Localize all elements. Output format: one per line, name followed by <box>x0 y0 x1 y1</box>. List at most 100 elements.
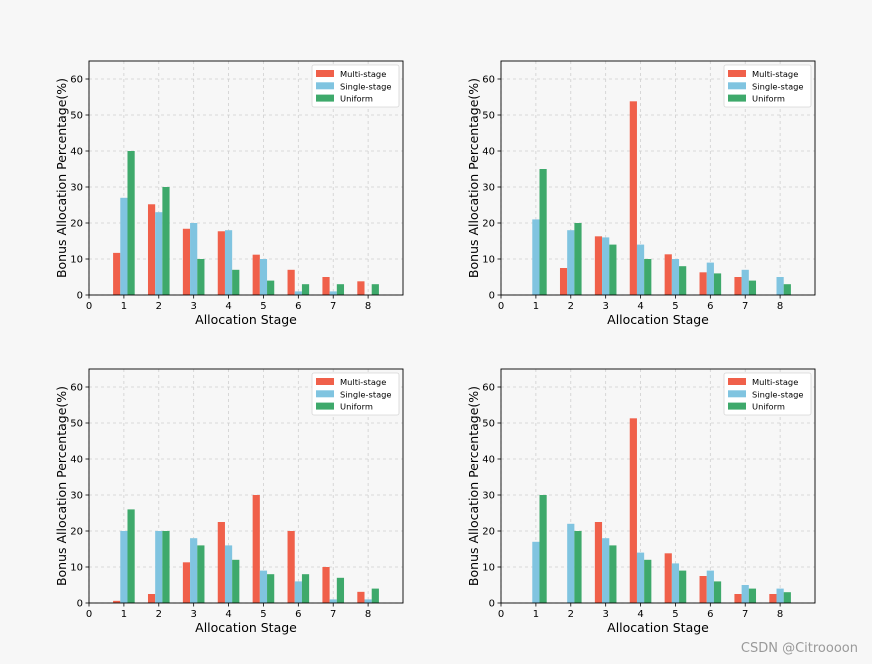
bar-single-stage-7 <box>329 291 337 295</box>
x-axis-label: Allocation Stage <box>607 312 709 327</box>
y-tick-label: 60 <box>70 75 83 86</box>
x-tick-label: 0 <box>498 609 504 620</box>
bar-multi-stage-5 <box>252 495 260 603</box>
bar-single-stage-5 <box>259 570 268 603</box>
bar-single-stage-8 <box>776 277 784 295</box>
chart-panel-3: 0 1 2 3 4 5 6 7 8 0 10 20 30 40 50 60 Allocation Stage Bo… <box>54 368 404 635</box>
x-tick-label: 7 <box>330 609 336 620</box>
legend-swatch-single-stage <box>728 390 746 398</box>
bar-uniform-3 <box>609 244 617 295</box>
bar-multi-stage-5 <box>664 254 672 295</box>
bar-uniform-2 <box>574 223 582 295</box>
x-axis-label: Allocation Stage <box>195 312 297 327</box>
bar-uniform-3 <box>609 545 617 603</box>
bar-multi-stage-4 <box>629 418 637 603</box>
bar-single-stage-1 <box>120 531 128 603</box>
bar-multi-stage-7 <box>322 277 330 295</box>
bar-single-stage-4 <box>636 244 645 295</box>
bar-single-stage-5 <box>671 563 680 603</box>
bar-single-stage-7 <box>741 585 749 603</box>
bar-uniform-4 <box>232 269 240 295</box>
y-tick-label: 10 <box>482 255 495 266</box>
bar-uniform-5 <box>267 280 275 295</box>
bar-single-stage-1 <box>532 541 540 603</box>
legend-label-multi-stage: Multi-stage <box>752 377 798 387</box>
y-tick-label: 20 <box>482 527 495 538</box>
legend-label-single-stage: Single-stage <box>340 81 392 91</box>
x-tick-label: 6 <box>707 609 713 620</box>
legend-label-multi-stage: Multi-stage <box>340 377 386 387</box>
legend-swatch-single-stage <box>316 82 334 90</box>
y-tick-label: 50 <box>70 111 83 122</box>
legend-swatch-uniform <box>728 402 746 410</box>
y-tick-label: 50 <box>482 419 495 430</box>
y-tick-label: 20 <box>70 527 83 538</box>
bar-multi-stage-8 <box>357 591 365 603</box>
axes-frame <box>88 368 404 604</box>
bar-uniform-8 <box>783 284 791 295</box>
bar-multi-stage-2 <box>559 268 568 295</box>
x-tick-label: 1 <box>533 609 539 620</box>
legend-label-uniform: Uniform <box>340 402 373 412</box>
legend-label-single-stage: Single-stage <box>340 389 392 399</box>
bar-multi-stage-1 <box>113 600 121 603</box>
chart-panel-1: 0 1 2 3 4 5 6 7 8 0 10 20 30 40 50 60 Allocation Stage Bo… <box>54 60 404 327</box>
legend-label-multi-stage: Multi-stage <box>340 69 386 79</box>
y-tick-label: 50 <box>70 419 83 430</box>
legend-swatch-single-stage <box>728 82 746 90</box>
bar-multi-stage-1 <box>113 252 121 295</box>
bar-single-stage-6 <box>294 581 302 603</box>
bar-multi-stage-2 <box>147 594 156 603</box>
x-tick-label: 8 <box>777 609 783 620</box>
bar-uniform-8 <box>783 592 791 603</box>
bar-uniform-7 <box>748 280 757 295</box>
x-tick-label: 5 <box>672 301 678 312</box>
bar-uniform-2 <box>162 187 170 295</box>
x-tick-label: 3 <box>190 301 196 312</box>
y-axis-label: Bonus Allocation Percentage(%) <box>54 386 69 586</box>
y-tick-label: 50 <box>482 111 495 122</box>
x-tick-label: 7 <box>742 301 748 312</box>
x-tick-label: 6 <box>295 609 301 620</box>
bar-uniform-4 <box>644 559 652 603</box>
bar-multi-stage-5 <box>664 553 672 603</box>
y-tick-label: 20 <box>482 219 495 230</box>
bar-uniform-6 <box>713 581 722 603</box>
y-tick-label: 0 <box>489 599 495 610</box>
y-tick-label: 40 <box>482 455 495 466</box>
axes-frame <box>88 60 404 296</box>
bar-single-stage-6 <box>706 570 714 603</box>
bar-single-stage-2 <box>567 523 575 603</box>
y-tick-label: 30 <box>70 183 83 194</box>
bar-single-stage-2 <box>155 212 163 295</box>
y-tick-label: 40 <box>70 147 83 158</box>
bar-single-stage-5 <box>671 259 680 295</box>
x-tick-label: 7 <box>330 301 336 312</box>
y-tick-label: 10 <box>70 563 83 574</box>
legend-label-multi-stage: Multi-stage <box>752 69 798 79</box>
bar-uniform-5 <box>267 574 275 603</box>
legend-swatch-uniform <box>316 402 334 410</box>
y-axis-label: Bonus Allocation Percentage(%) <box>54 78 69 278</box>
bar-uniform-7 <box>336 284 345 295</box>
bar-single-stage-4 <box>224 230 233 295</box>
x-tick-label: 8 <box>777 301 783 312</box>
bar-multi-stage-6 <box>699 576 707 603</box>
bar-multi-stage-3 <box>182 228 191 295</box>
bar-single-stage-8 <box>364 599 372 603</box>
x-tick-label: 0 <box>498 301 504 312</box>
bar-single-stage-4 <box>224 545 233 603</box>
bar-multi-stage-4 <box>217 231 225 295</box>
x-tick-label: 2 <box>156 301 162 312</box>
bar-uniform-3 <box>197 545 205 603</box>
legend-label-single-stage: Single-stage <box>752 389 804 399</box>
axes-frame <box>500 60 816 296</box>
bar-uniform-5 <box>679 570 687 603</box>
bar-multi-stage-8 <box>357 281 365 295</box>
x-tick-label: 5 <box>260 301 266 312</box>
bar-uniform-6 <box>713 273 722 295</box>
y-tick-label: 40 <box>70 455 83 466</box>
bar-single-stage-4 <box>636 552 645 603</box>
legend: Multi-stage Single-stage Uniform <box>311 372 400 416</box>
